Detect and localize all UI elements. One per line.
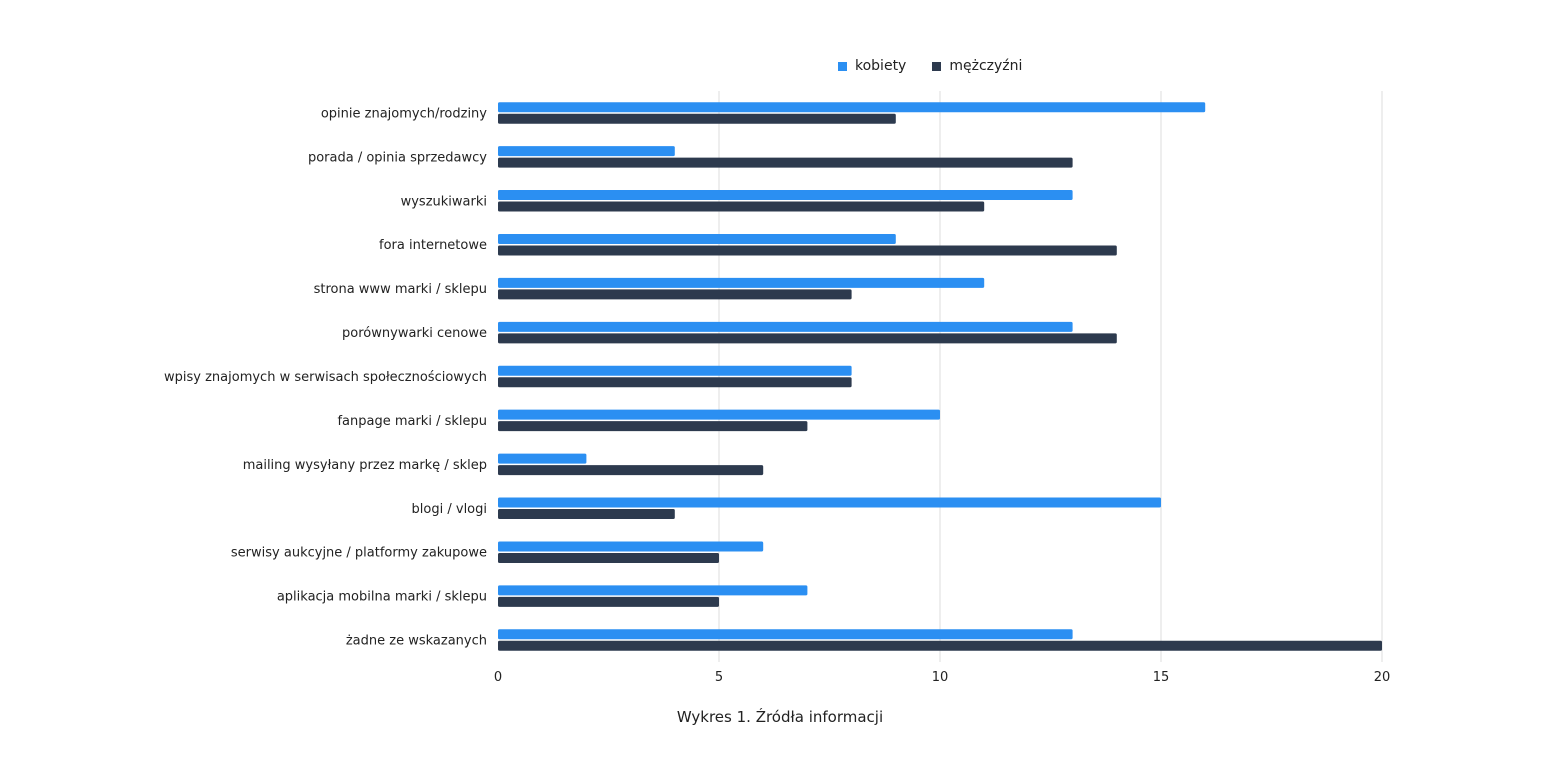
bar-mezczyzni [498,640,1382,651]
x-tick-label: 0 [494,670,502,685]
bar-mezczyzni [498,421,808,432]
x-tick-label: 5 [715,670,723,685]
bar-kobiety [498,277,985,288]
bar-mezczyzni [498,377,852,388]
bar-mezczyzni [498,465,764,476]
category-label: blogi / vlogi [412,502,487,517]
chart-caption: Wykres 1. Źródła informacji [676,708,884,726]
category-label: opinie znajomych/rodziny [321,106,487,121]
bar-kobiety [498,146,675,157]
bar-kobiety [498,585,808,596]
bar-kobiety [498,453,587,464]
category-label: wpisy znajomych w serwisach społeczności… [164,370,487,385]
category-label: porada / opinia sprzedawcy [308,150,487,165]
bar-kobiety [498,409,940,420]
legend-label-kobiety: kobiety [855,58,907,74]
category-label: fora internetowe [379,238,487,253]
legend-swatch-kobiety [838,61,847,71]
legend-item-mezczyzni[interactable]: mężczyźni [932,58,1022,74]
bar-mezczyzni [498,113,896,124]
category-label: fanpage marki / sklepu [337,414,487,429]
category-label: wyszukiwarki [401,194,487,209]
category-label: aplikacja mobilna marki / sklepu [277,590,487,605]
bar-kobiety [498,190,1073,201]
bar-mezczyzni [498,245,1117,256]
x-tick-label: 15 [1153,670,1170,685]
x-tick-label: 20 [1374,670,1391,685]
bar-kobiety [498,541,764,552]
bar-mezczyzni [498,333,1117,344]
category-label: żadne ze wskazanych [346,634,487,649]
x-tick-label: 10 [932,670,949,685]
category-label: mailing wysyłany przez markę / sklep [243,458,487,473]
category-label: strona www marki / sklepu [314,282,487,297]
bar-kobiety [498,321,1073,332]
legend-label-mezczyzni: mężczyźni [949,58,1023,74]
bar-kobiety [498,102,1206,113]
category-label: serwisy aukcyjne / platformy zakupowe [231,546,487,561]
legend-item-kobiety[interactable]: kobiety [838,58,906,74]
legend-swatch-mezczyzni [932,61,942,71]
bar-mezczyzni [498,157,1073,168]
bar-mezczyzni [498,289,852,300]
bar-kobiety [498,365,852,376]
bar-mezczyzni [498,552,719,563]
legend: kobiety mężczyźni [838,58,1022,74]
bar-kobiety [498,497,1161,508]
bar-kobiety [498,233,896,244]
bar-mezczyzni [498,201,985,212]
category-label: porównywarki cenowe [342,326,487,341]
bar-mezczyzni [498,509,675,520]
bar-kobiety [498,629,1073,640]
bar-mezczyzni [498,596,719,607]
